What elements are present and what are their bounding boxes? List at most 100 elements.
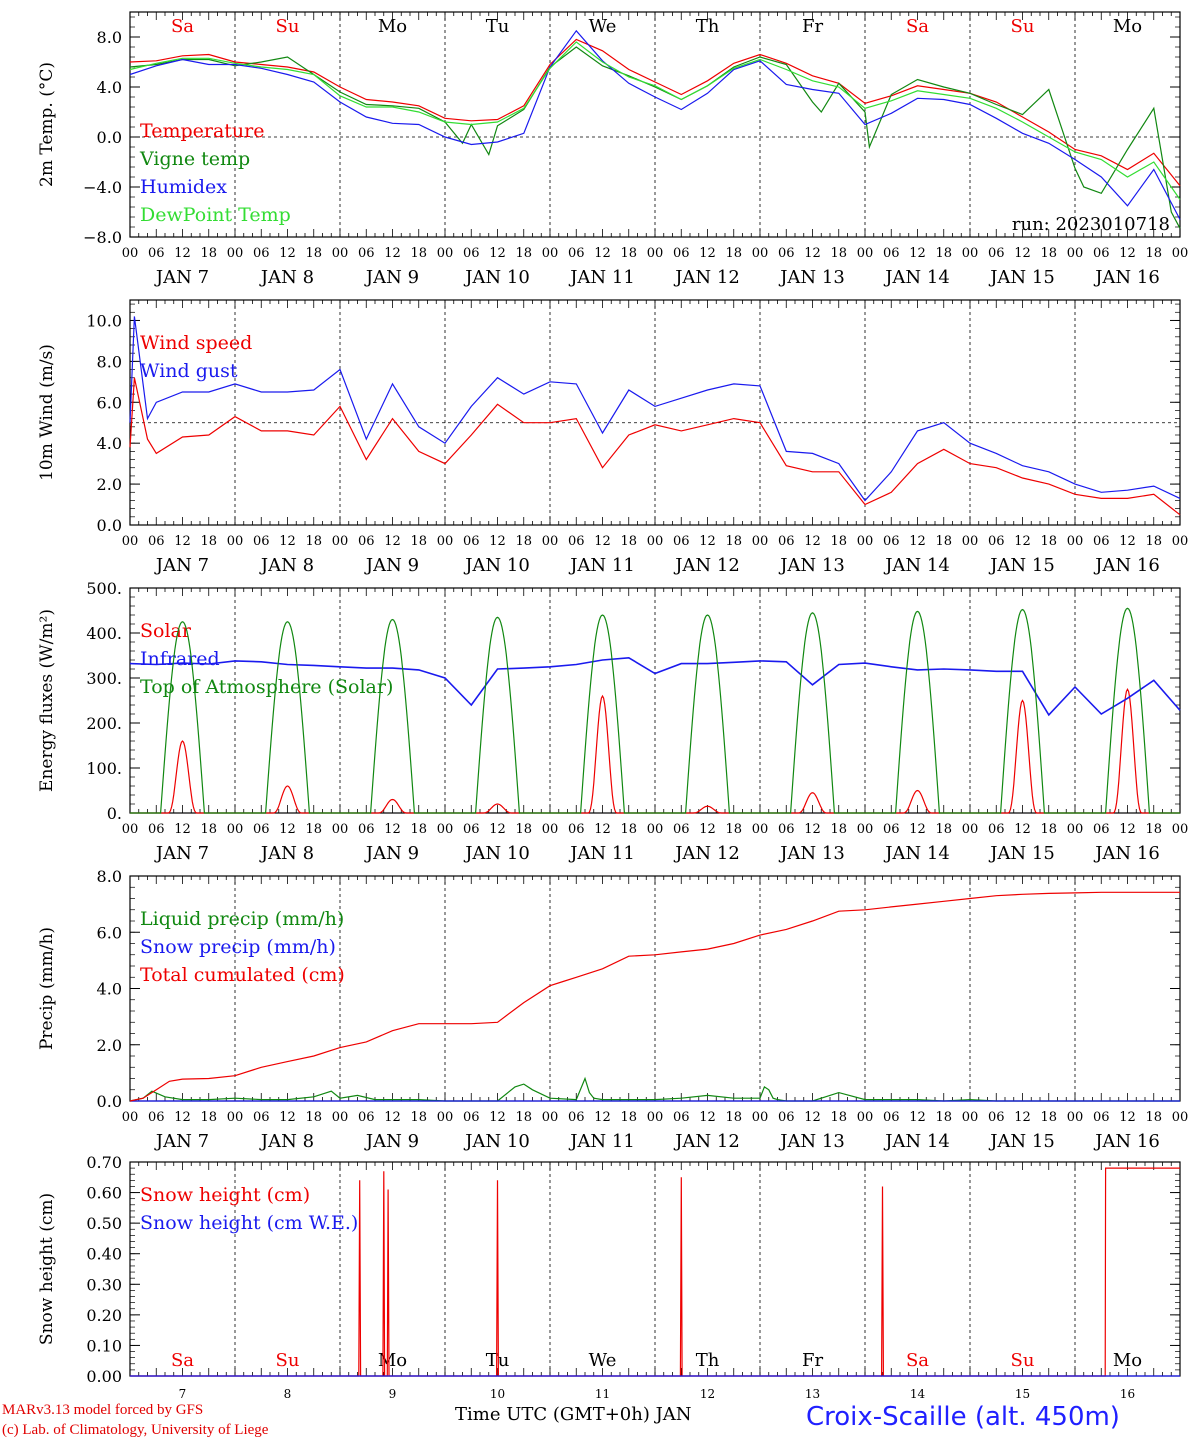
hour-tick-label: 00	[1067, 534, 1084, 549]
hour-tick-label: 18	[1145, 1110, 1162, 1125]
hour-tick-label: 06	[253, 534, 270, 549]
hour-tick-label: 18	[725, 534, 742, 549]
hour-tick-label: 18	[410, 534, 427, 549]
hour-tick-label: 12	[174, 822, 191, 837]
y-tick-label: 0.00	[86, 1367, 122, 1386]
y-tick-label: 0.30	[86, 1275, 122, 1294]
hour-tick-label: 18	[725, 246, 742, 261]
hour-tick-label: 00	[1067, 822, 1084, 837]
series-line-temperature	[129, 38, 1181, 187]
weekday-label: Tu	[486, 16, 510, 37]
x-axis-title: Time UTC (GMT+0h) JAN	[455, 1404, 692, 1425]
weekday-label: Th	[696, 1350, 720, 1371]
hour-tick-label: 00	[1067, 246, 1084, 261]
hour-tick-label: 06	[778, 534, 795, 549]
y-tick-label: 200.	[86, 714, 122, 733]
weekday-label: Sa	[171, 16, 194, 37]
date-label: JAN 14	[883, 843, 950, 864]
date-label: JAN 7	[154, 555, 209, 576]
hour-tick-label: 12	[489, 534, 506, 549]
hour-tick-label: 06	[673, 534, 690, 549]
hour-tick-label: 00	[1172, 246, 1189, 261]
model-line: MARv3.13 model forced by GFS	[2, 1402, 204, 1418]
hour-tick-label: 18	[1040, 822, 1057, 837]
y-tick-label: −4.0	[83, 178, 122, 197]
date-label: JAN 15	[988, 267, 1055, 288]
hour-tick-label: 12	[594, 1110, 611, 1125]
weekday-label: Th	[696, 16, 720, 37]
hour-tick-label: 00	[752, 534, 769, 549]
hour-tick-label: 18	[200, 246, 217, 261]
y-tick-label: 0.0	[97, 128, 122, 147]
hour-tick-label: 00	[962, 246, 979, 261]
legend-entry: Solar	[140, 620, 192, 642]
weekday-label: Fr	[802, 16, 823, 37]
date-label: JAN 10	[463, 1131, 530, 1152]
hour-tick-label: 00	[332, 1110, 349, 1125]
y-tick-label: 6.0	[97, 393, 122, 412]
date-label: JAN 7	[154, 843, 209, 864]
weekday-label: Tu	[486, 1350, 510, 1371]
hour-tick-label: 06	[1093, 246, 1110, 261]
weekday-label: We	[589, 16, 617, 37]
date-label: JAN 10	[463, 267, 530, 288]
hour-tick-label: 06	[463, 246, 480, 261]
series-line-top-of-atmosphere-solar-	[130, 607, 1180, 814]
hour-tick-label: 00	[542, 534, 559, 549]
hour-tick-label: 06	[1093, 1110, 1110, 1125]
hour-tick-label: 00	[962, 1110, 979, 1125]
hour-tick-label: 00	[962, 534, 979, 549]
hour-tick-label: 18	[830, 246, 847, 261]
hour-tick-label: 18	[200, 534, 217, 549]
hour-tick-label: 18	[1145, 534, 1162, 549]
hour-tick-label: 12	[489, 822, 506, 837]
hour-tick-label: 18	[410, 246, 427, 261]
day-number-label: 12	[700, 1387, 715, 1400]
y-tick-label: 8.0	[97, 352, 122, 371]
y-tick-label: 0.0	[97, 1092, 122, 1111]
hour-tick-label: 06	[358, 1110, 375, 1125]
hour-tick-label: 06	[253, 822, 270, 837]
hour-tick-label: 00	[542, 246, 559, 261]
legend-entry: Top of Atmosphere (Solar)	[140, 676, 393, 698]
date-label: JAN 11	[568, 843, 635, 864]
hour-tick-label: 00	[1172, 822, 1189, 837]
hour-tick-label: 06	[568, 534, 585, 549]
y-tick-label: 8.0	[97, 867, 122, 886]
y-tick-label: 400.	[86, 624, 122, 643]
hour-tick-label: 12	[594, 822, 611, 837]
hour-tick-label: 00	[647, 822, 664, 837]
legend-entry: Infrared	[140, 648, 220, 670]
hour-tick-label: 06	[883, 534, 900, 549]
day-number-label: 10	[490, 1387, 505, 1400]
hour-tick-label: 12	[699, 246, 716, 261]
hour-tick-label: 12	[804, 246, 821, 261]
series-line-wind-speed	[129, 377, 1181, 516]
y-tick-label: 6.0	[97, 923, 122, 942]
hour-tick-label: 18	[620, 246, 637, 261]
weekday-label: Su	[276, 16, 300, 37]
legend-entry: Vigne temp	[139, 148, 250, 170]
hour-tick-label: 12	[1014, 246, 1031, 261]
hour-tick-label: 12	[909, 246, 926, 261]
weekday-label: Mo	[1113, 1350, 1142, 1371]
hour-tick-label: 06	[358, 534, 375, 549]
hour-tick-label: 12	[174, 246, 191, 261]
hour-tick-label: 06	[673, 822, 690, 837]
hour-tick-label: 12	[1119, 1110, 1136, 1125]
hour-tick-label: 00	[752, 822, 769, 837]
date-label: JAN 8	[259, 555, 314, 576]
hour-tick-label: 06	[358, 246, 375, 261]
hour-tick-label: 12	[594, 534, 611, 549]
hour-tick-label: 18	[620, 822, 637, 837]
date-label: JAN 12	[673, 843, 740, 864]
hour-tick-label: 12	[1119, 822, 1136, 837]
hour-tick-label: 18	[515, 246, 532, 261]
hour-tick-label: 00	[122, 1110, 139, 1125]
date-label: JAN 10	[463, 843, 530, 864]
weekday-label: Su	[1011, 1350, 1035, 1371]
hour-tick-label: 18	[200, 1110, 217, 1125]
date-label: JAN 16	[1093, 1131, 1160, 1152]
y-tick-label: 10.0	[86, 311, 122, 330]
hour-tick-label: 06	[148, 534, 165, 549]
